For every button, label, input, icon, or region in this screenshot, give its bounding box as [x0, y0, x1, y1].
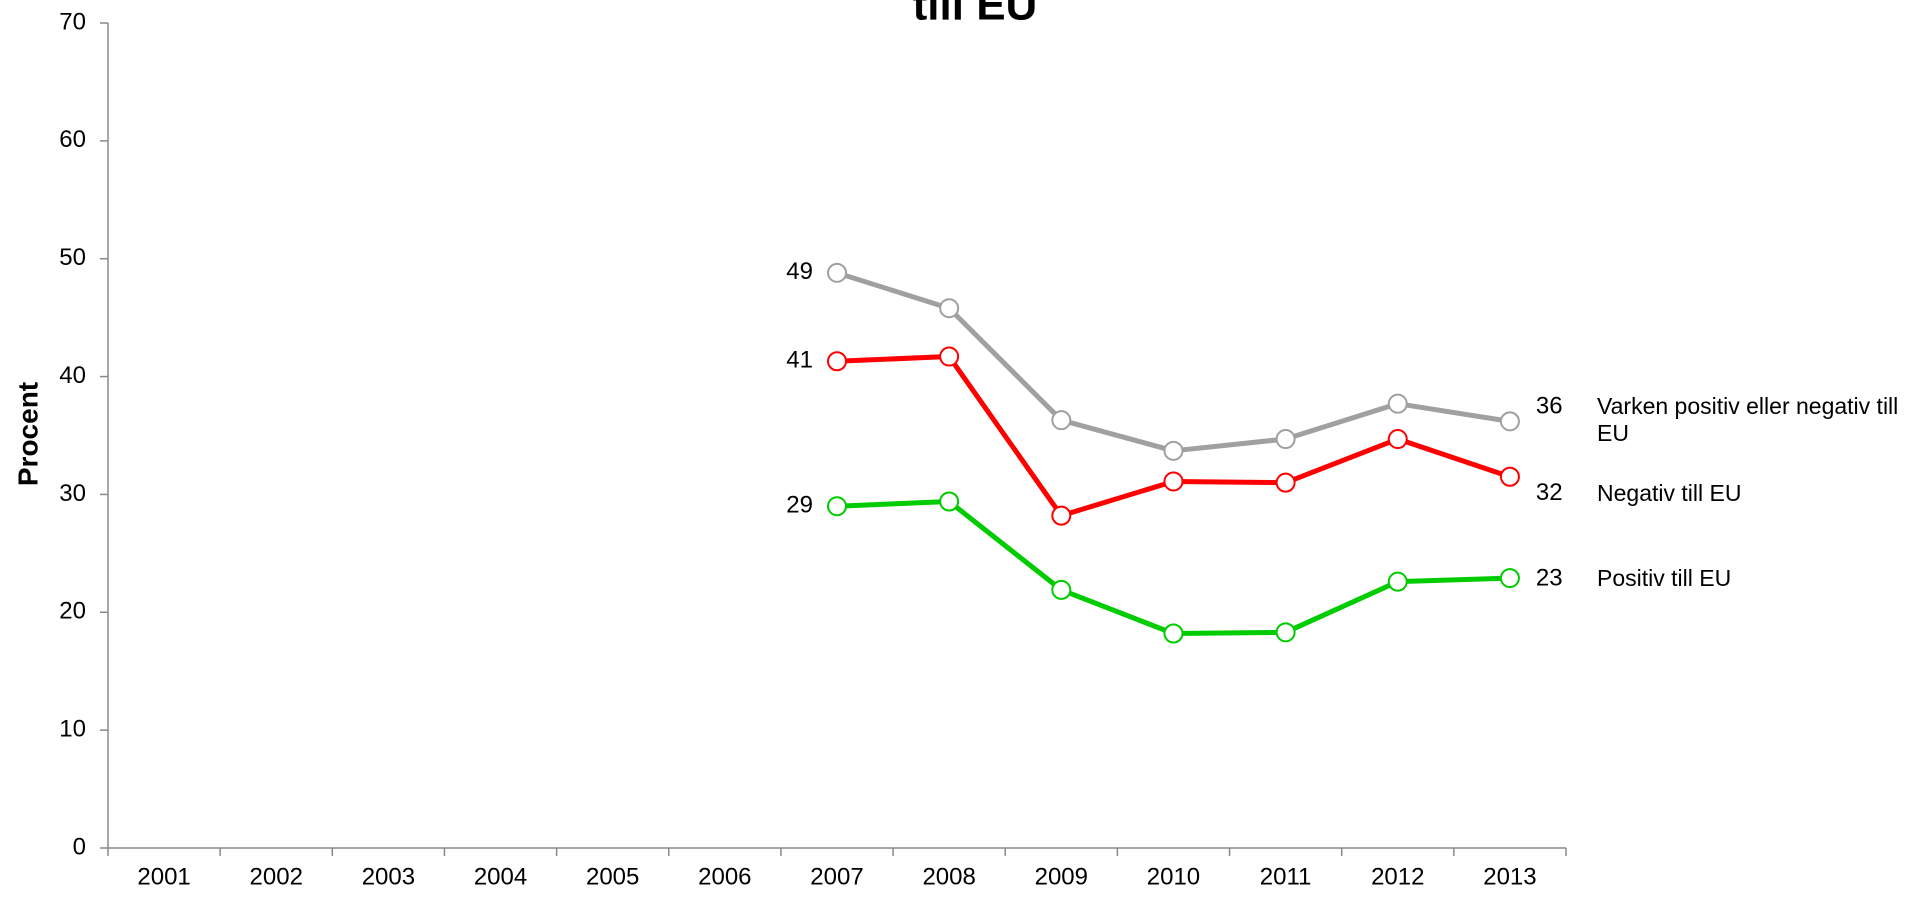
data-label: 23 [1536, 564, 1563, 591]
marker [1499, 568, 1520, 589]
marker [1275, 472, 1296, 493]
x-tick-label: 2013 [1483, 863, 1536, 890]
legend-entry: Negativ till EU [1597, 479, 1742, 506]
marker [827, 351, 847, 372]
y-tick-label: 40 [59, 362, 86, 389]
marker [827, 262, 847, 283]
data-label: 49 [786, 258, 813, 285]
x-tick-label: 2001 [137, 863, 190, 890]
x-tick-label: 2007 [810, 863, 863, 890]
marker [1051, 505, 1072, 526]
data-label: 41 [786, 347, 813, 374]
marker [1275, 622, 1296, 643]
x-tick-label: 2011 [1260, 863, 1312, 890]
x-tick-label: 2010 [1147, 863, 1200, 890]
x-tick-label: 2006 [698, 863, 751, 890]
marker [1499, 466, 1520, 487]
y-tick-label: 0 [73, 833, 86, 860]
legend-entry: Varken positiv eller negativ till EU [1597, 393, 1899, 447]
x-tick-label: 2008 [922, 863, 975, 890]
marker [1387, 393, 1408, 414]
marker [939, 346, 960, 367]
marker [1387, 429, 1408, 450]
data-label: 32 [1536, 479, 1563, 506]
y-tick-label: 30 [59, 480, 86, 507]
y-tick-label: 50 [59, 244, 86, 271]
x-tick-label: 2009 [1035, 863, 1088, 890]
chart-title: till EU [913, 0, 1038, 30]
y-axis-label: Procent [12, 382, 43, 486]
y-tick-label: 10 [59, 715, 86, 742]
x-tick-label: 2005 [586, 863, 639, 890]
series-line [836, 354, 1511, 519]
series-line [836, 270, 1511, 454]
marker [1163, 623, 1184, 644]
marker [1163, 440, 1184, 461]
marker [1051, 579, 1072, 600]
x-tick-label: 2003 [362, 863, 415, 890]
marker [939, 491, 960, 512]
x-tick-label: 2002 [250, 863, 303, 890]
legend-entry: Positiv till EU [1597, 565, 1732, 592]
y-tick-label: 20 [59, 598, 86, 625]
x-tick-label: 2012 [1371, 863, 1424, 890]
x-tick-label: 2004 [474, 863, 527, 890]
marker [1163, 471, 1184, 492]
marker [939, 298, 960, 319]
series-line [836, 499, 1510, 636]
marker [827, 496, 847, 517]
y-tick-label: 70 [59, 8, 86, 35]
marker [1275, 429, 1296, 450]
marker [1499, 411, 1520, 432]
data-label: 36 [1536, 393, 1563, 420]
marker [1387, 571, 1408, 592]
marker [1051, 410, 1072, 431]
data-label: 29 [786, 492, 813, 519]
y-tick-label: 60 [59, 126, 86, 153]
